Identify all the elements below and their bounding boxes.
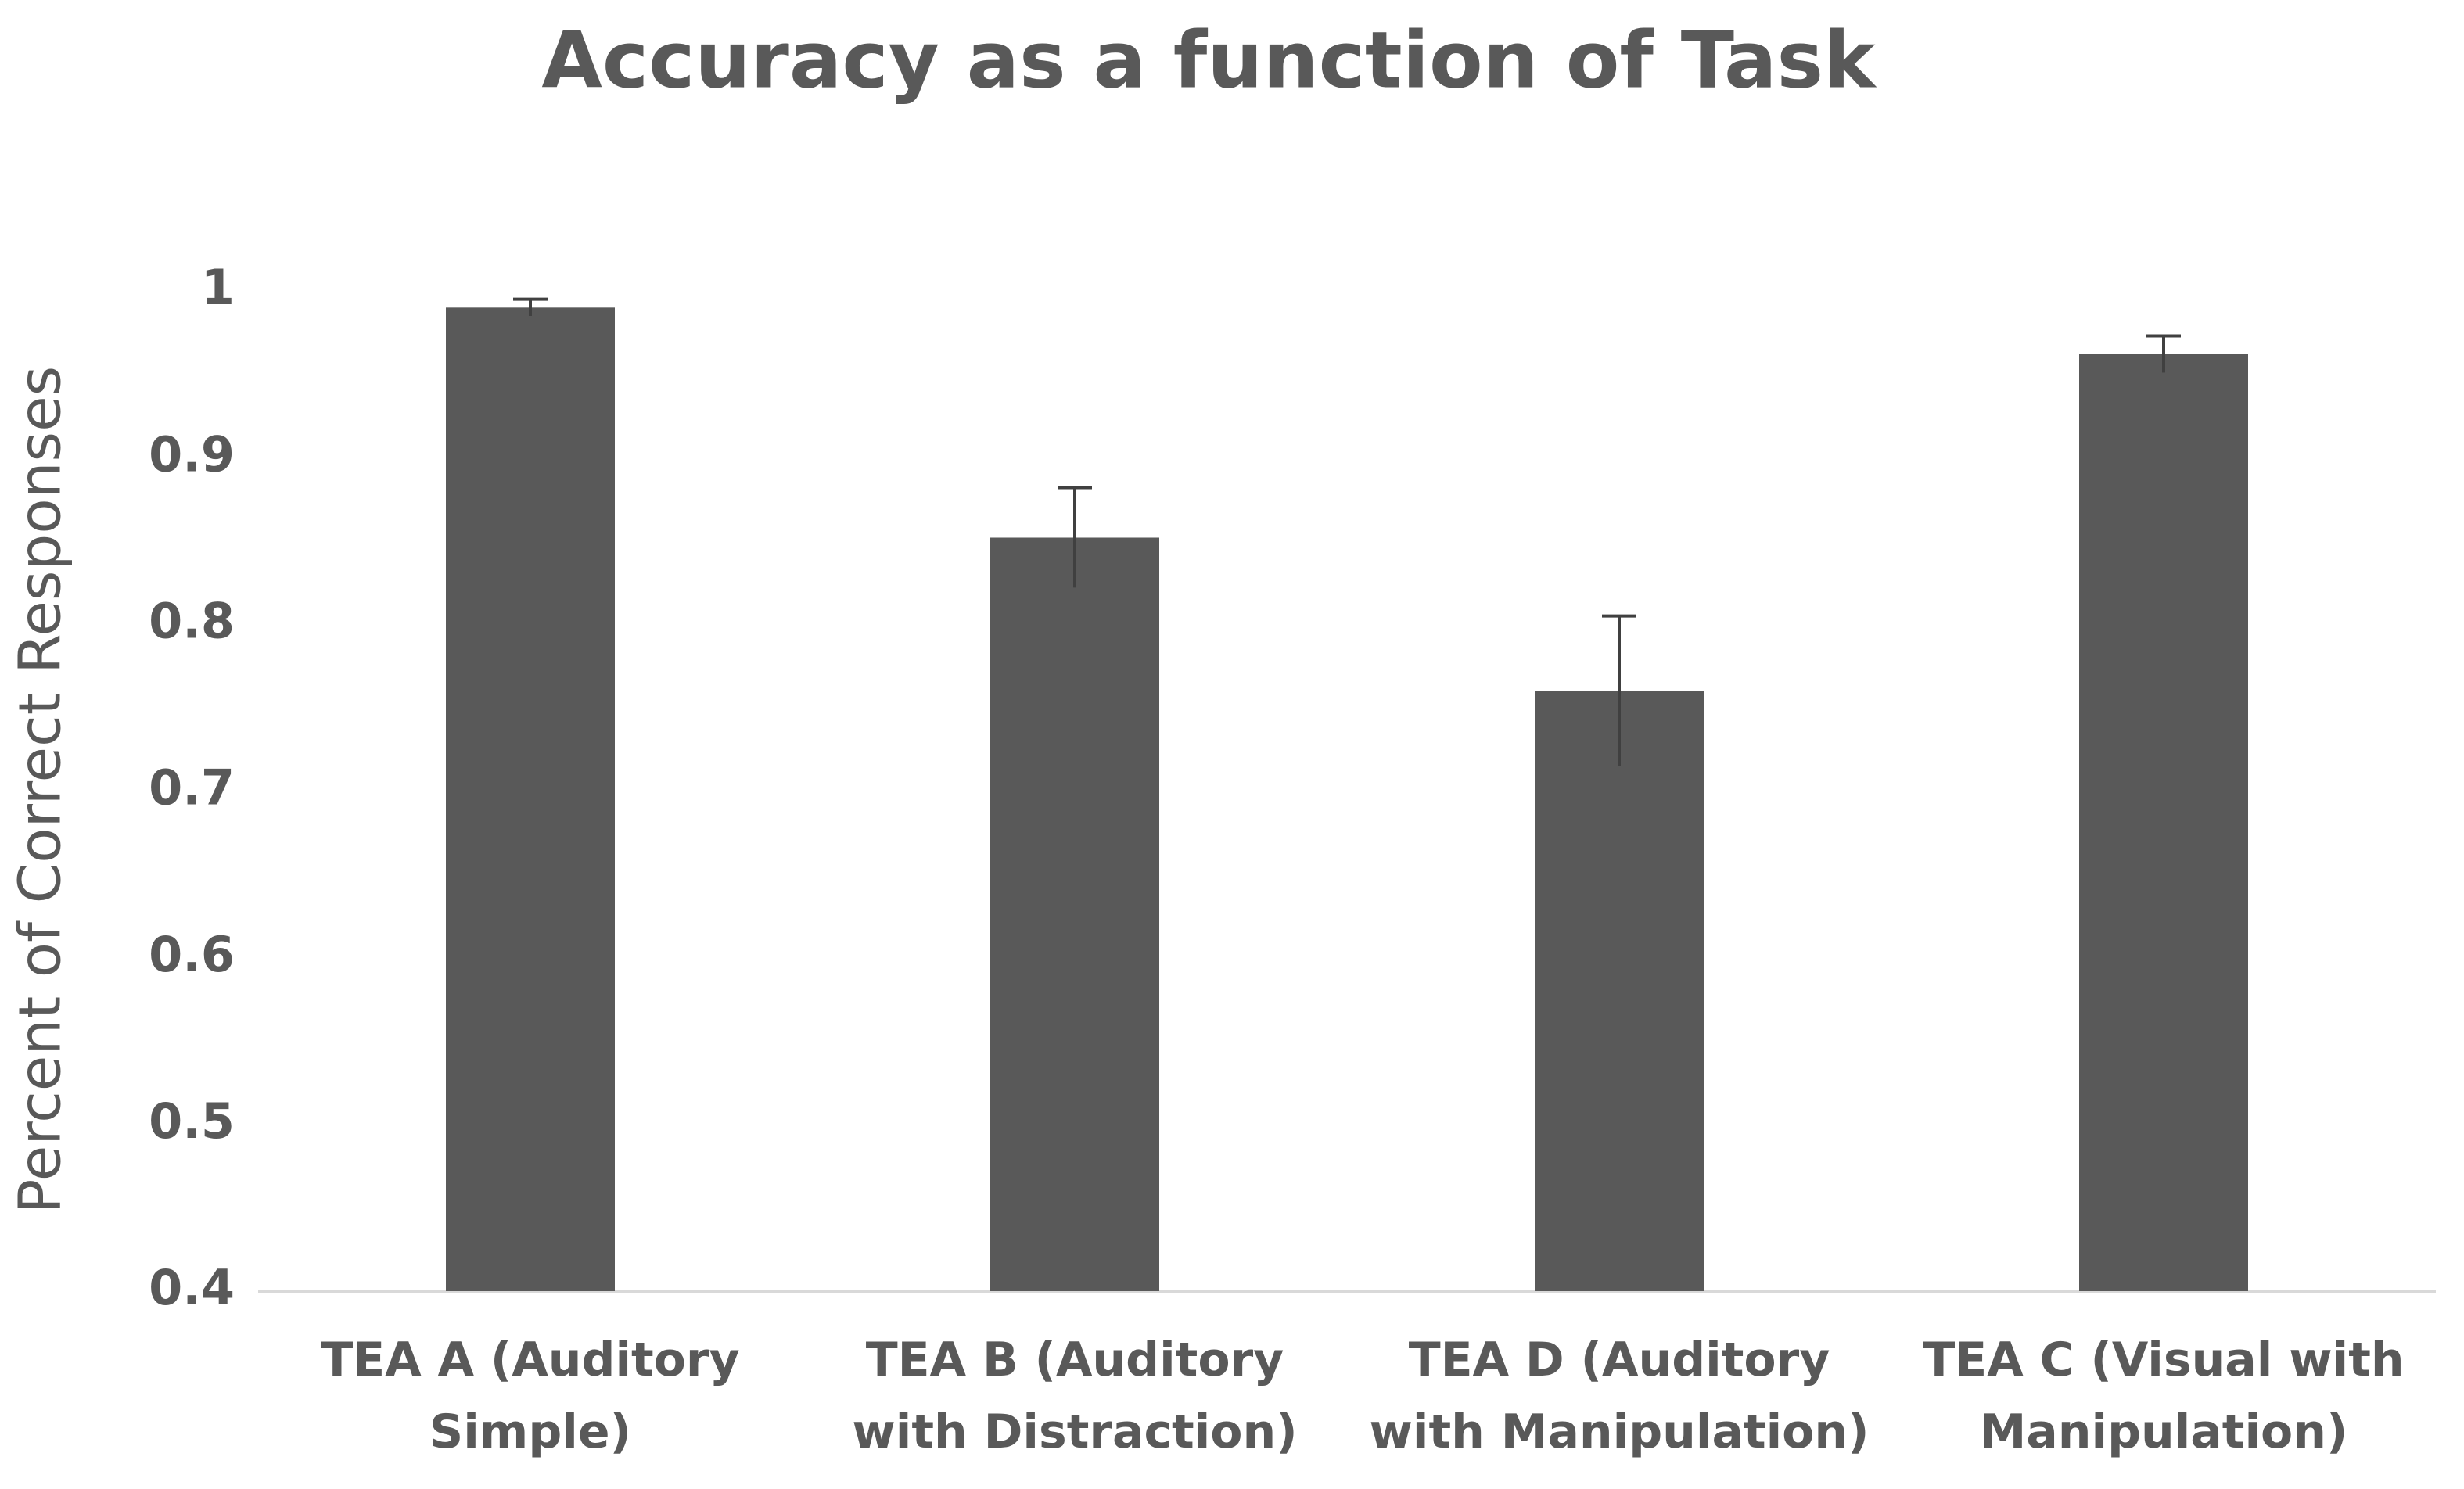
x-tick-label-box: TEA C (Visual with Manipulation)	[1923, 1333, 2405, 1459]
chart-title: Accuracy as a function of Task	[541, 14, 1877, 106]
error-bar	[513, 297, 548, 316]
x-tick-label: TEA D (Auditory with Manipulation)	[1369, 1333, 1870, 1459]
x-tick-label: TEA A (Auditory Simple)	[321, 1333, 740, 1459]
bar	[1535, 691, 1704, 1291]
y-tick-label: 0.4	[149, 1259, 235, 1316]
y-tick-label: 1	[201, 259, 235, 316]
y-axis-label: Percent of Correct Responses	[7, 366, 74, 1214]
error-bar	[2146, 334, 2181, 373]
y-tick-label: 0.6	[149, 926, 235, 983]
y-tick-label: 0.5	[149, 1093, 235, 1150]
error-bar	[1058, 486, 1092, 588]
y-tick-label: 0.9	[149, 425, 235, 483]
error-bar	[1602, 614, 1636, 766]
y-tick-label: 0.8	[149, 592, 235, 649]
bar	[2079, 354, 2248, 1292]
x-tick-label: TEA C (Visual with Manipulation)	[1923, 1333, 2405, 1459]
x-tick-label-box: TEA B (Auditory with Distraction)	[852, 1333, 1298, 1459]
y-tick-label: 0.7	[149, 759, 235, 816]
bar	[990, 537, 1159, 1291]
x-tick-label-box: TEA D (Auditory with Manipulation)	[1369, 1333, 1870, 1459]
x-tick-label-box: TEA A (Auditory Simple)	[321, 1333, 740, 1459]
bar	[446, 307, 615, 1292]
x-tick-label: TEA B (Auditory with Distraction)	[852, 1333, 1298, 1459]
